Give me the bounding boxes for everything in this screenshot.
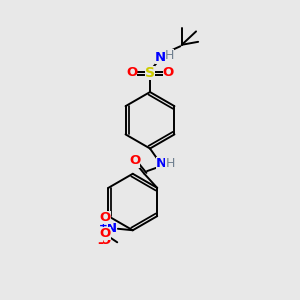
Text: -: -	[98, 236, 103, 250]
Text: N: N	[156, 158, 167, 170]
Text: O: O	[163, 66, 174, 79]
Text: O: O	[129, 154, 140, 167]
Text: N: N	[106, 222, 117, 235]
Text: O: O	[100, 227, 111, 240]
Text: N: N	[155, 51, 166, 64]
Text: O: O	[99, 234, 110, 247]
Text: S: S	[145, 66, 155, 80]
Text: H: H	[165, 49, 174, 62]
Text: H: H	[166, 157, 175, 170]
Text: +: +	[99, 221, 107, 231]
Text: O: O	[126, 66, 137, 79]
Text: O: O	[99, 211, 110, 224]
